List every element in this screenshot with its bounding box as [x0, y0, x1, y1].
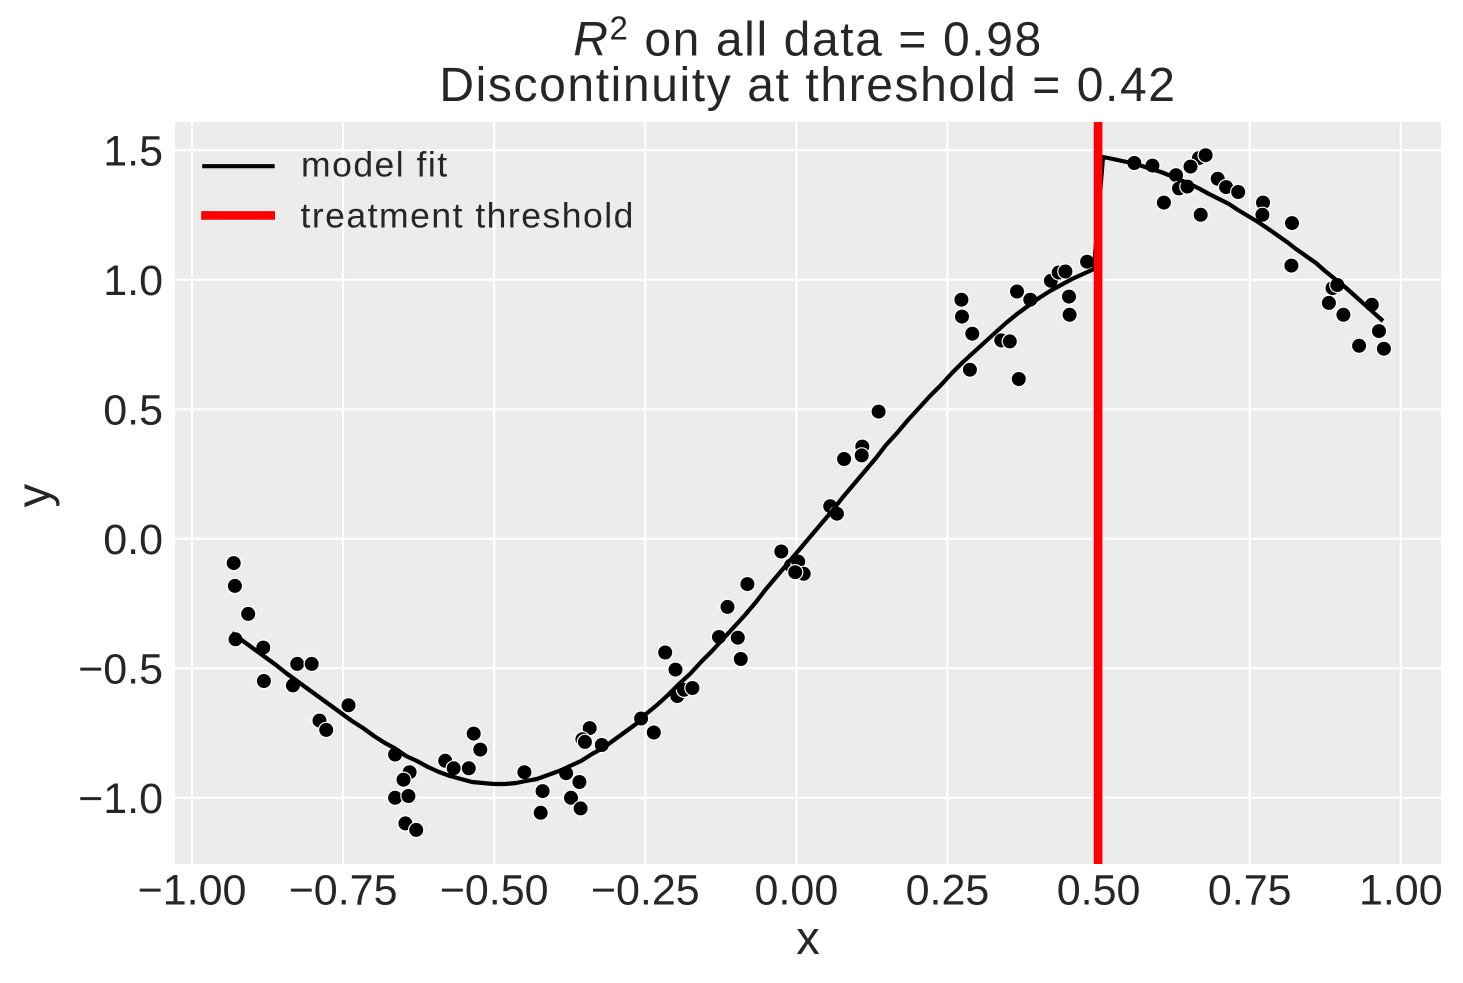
- svg-text:−0.75: −0.75: [289, 867, 398, 915]
- svg-text:1.5: 1.5: [103, 127, 163, 175]
- svg-text:1.00: 1.00: [1359, 867, 1443, 915]
- svg-text:1.0: 1.0: [103, 257, 163, 305]
- svg-text:−0.5: −0.5: [78, 645, 163, 693]
- svg-text:0.50: 0.50: [1057, 867, 1141, 915]
- svg-text:R2 on all data = 0.98: R2 on all data = 0.98: [573, 10, 1043, 67]
- svg-text:0.00: 0.00: [755, 867, 839, 915]
- svg-text:y: y: [6, 483, 59, 507]
- svg-text:0.25: 0.25: [906, 867, 990, 915]
- svg-text:−0.50: −0.50: [440, 867, 549, 915]
- svg-text:treatment threshold: treatment threshold: [301, 195, 635, 235]
- svg-text:Discontinuity at threshold = 0: Discontinuity at threshold = 0.42: [439, 59, 1176, 112]
- svg-text:−0.25: −0.25: [591, 867, 700, 915]
- svg-text:0.75: 0.75: [1208, 867, 1292, 915]
- svg-text:model fit: model fit: [301, 145, 449, 185]
- svg-text:x: x: [796, 911, 820, 964]
- svg-text:0.5: 0.5: [103, 386, 163, 434]
- svg-text:−1.0: −1.0: [78, 775, 163, 823]
- svg-text:−1.00: −1.00: [138, 867, 247, 915]
- svg-text:0.0: 0.0: [103, 516, 163, 564]
